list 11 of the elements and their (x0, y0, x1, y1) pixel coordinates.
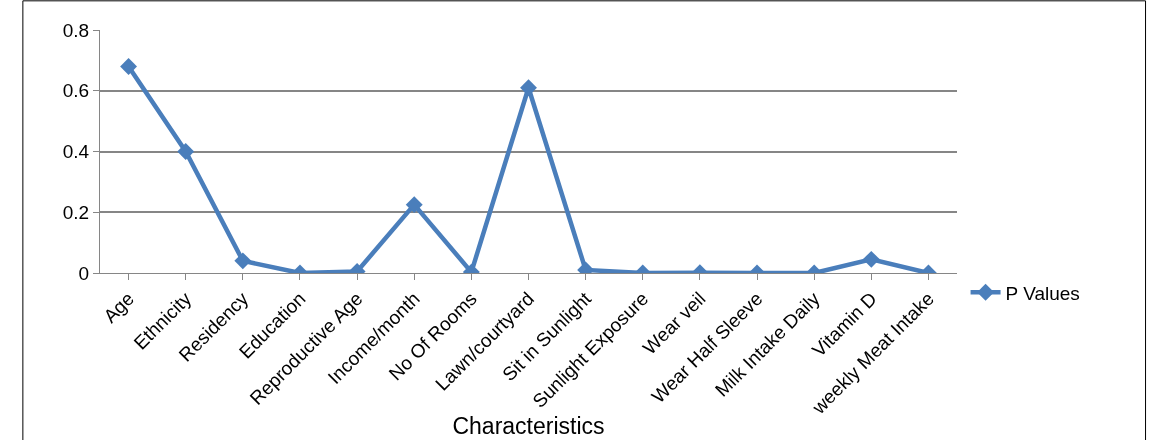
y-tick-label: 0 (78, 262, 90, 284)
point (520, 79, 537, 97)
legend-label: P Values (1005, 282, 1080, 304)
y-tick-label: 0.8 (62, 19, 90, 41)
point (120, 58, 138, 75)
y-tick-label: 0.2 (62, 201, 90, 223)
y-tick-label: 0.6 (62, 80, 90, 102)
y-tick-label: 0.4 (62, 141, 90, 163)
point (177, 143, 195, 160)
x-tick-label: Age (99, 288, 139, 327)
x-axis-title: Characteristics (452, 413, 605, 440)
